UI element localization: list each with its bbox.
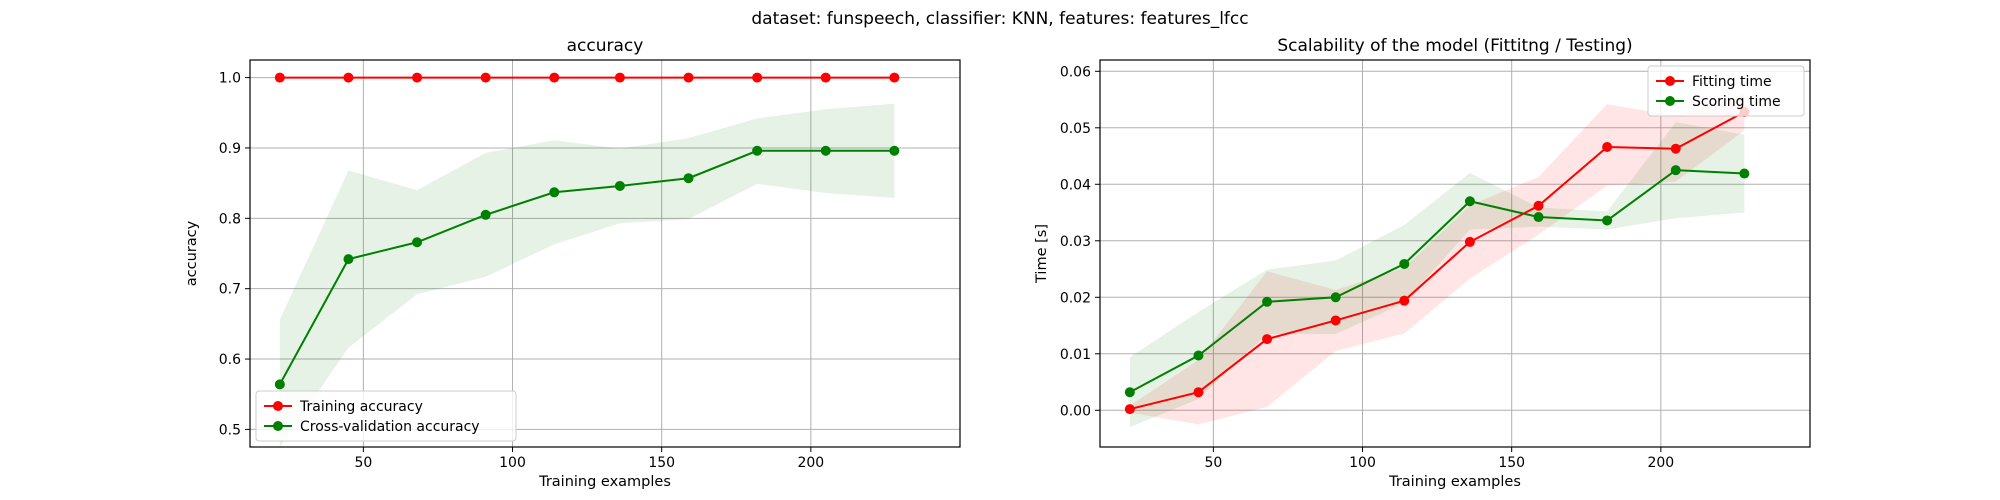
y-tick-label: 0.06 [1060,64,1091,80]
data-point-training-accuracy [480,72,491,83]
y-tick-label: 1.0 [219,71,241,87]
data-point-cross-validation-accuracy [549,187,560,198]
data-point-cross-validation-accuracy [480,209,491,220]
y-tick-label: 0.8 [219,211,241,227]
x-tick-label: 200 [797,455,824,471]
x-tick-label: 150 [648,455,675,471]
data-point-cross-validation-accuracy [343,254,354,265]
legend-label-cross-validation-accuracy: Cross-validation accuracy [300,419,480,435]
band-scoring-time [1129,122,1745,428]
y-axis-label: accuracy [184,220,200,286]
data-point-cross-validation-accuracy [412,237,423,248]
data-point-scoring-time [1330,292,1341,303]
legend-label-scoring-time: Scoring time [1692,94,1781,110]
band-fitting-time [1129,93,1745,425]
data-point-scoring-time [1533,212,1544,223]
legend-marker-cross-validation-accuracy [273,421,283,431]
data-point-training-accuracy [412,72,423,83]
data-point-scoring-time [1670,165,1681,176]
chart-title: Scalability of the model (Fittitng / Tes… [1277,36,1632,56]
y-tick-label: 0.05 [1060,121,1091,137]
x-tick-label: 100 [1349,455,1376,471]
data-point-scoring-time [1124,387,1135,398]
data-point-training-accuracy [683,72,694,83]
data-point-training-accuracy [343,72,354,83]
data-point-cross-validation-accuracy [889,145,900,156]
y-tick-label: 0.02 [1060,290,1091,306]
data-point-fitting-time [1399,295,1410,306]
data-point-fitting-time [1124,404,1135,415]
plot-area [1124,93,1750,428]
y-axis-label: Time [s] [1034,224,1050,284]
data-point-cross-validation-accuracy [683,173,694,184]
data-point-scoring-time [1602,215,1613,226]
data-point-fitting-time [1330,315,1341,326]
data-point-cross-validation-accuracy [752,145,763,156]
data-point-fitting-time [1464,236,1475,247]
y-tick-label: 0.04 [1060,177,1091,193]
data-point-fitting-time [1262,334,1273,345]
legend-frame [1647,65,1805,117]
data-point-fitting-time [1670,143,1681,154]
y-tick-label: 0.9 [219,141,241,157]
data-point-training-accuracy [549,72,560,83]
y-tick-label: 0.7 [219,282,241,298]
data-point-fitting-time [1193,387,1204,398]
series-line-fitting-time [1129,111,1745,411]
data-point-training-accuracy [614,72,625,83]
figure-suptitle: dataset: funspeech, classifier: KNN, fea… [751,9,1248,29]
data-point-training-accuracy [752,72,763,83]
x-tick-label: 150 [1498,455,1525,471]
data-point-training-accuracy [889,72,900,83]
data-point-cross-validation-accuracy [274,379,285,390]
y-tick-label: 0.00 [1060,403,1091,419]
data-point-fitting-time [1533,200,1544,211]
series-line-cross-validation-accuracy [278,149,895,385]
series-line-scoring-time [1129,169,1745,394]
legend: Fitting time Scoring time [1647,65,1805,117]
legend-frame [255,390,517,442]
data-point-scoring-time [1193,350,1204,361]
x-axis-label: Training examples [538,474,671,490]
axes-frame [1099,59,1811,448]
data-point-scoring-time [1464,196,1475,207]
data-point-training-accuracy [274,72,285,83]
x-tick-label: 100 [499,455,526,471]
legend-marker-scoring-time [1665,96,1675,106]
data-point-scoring-time [1399,258,1410,269]
plots: 50 100 150 200 0.5 0.6 0.7 0.8 0.9 1.0 accuracy Tra… [184,36,1811,490]
data-point-scoring-time [1262,296,1273,307]
x-axis-label: Training examples [1388,474,1521,490]
y-tick-label: 0.5 [219,422,241,438]
x-tick-label: 200 [1647,455,1674,471]
plot-area [274,72,900,447]
legend-label-fitting-time: Fitting time [1692,74,1772,90]
legend-label-training-accuracy: Training accuracy [299,399,423,415]
legend-marker-training-accuracy [273,401,283,411]
data-point-training-accuracy [820,72,831,83]
data-point-cross-validation-accuracy [820,145,831,156]
x-tick-label: 50 [354,455,372,471]
x-tick-label: 50 [1204,455,1222,471]
chart-2: 50 100 150 200 0.00 0.01 0.02 0.03 0.04 0.05 0.06 S… [1034,36,1811,490]
legend: Training accuracy Cross-validation accura… [255,390,517,442]
data-point-scoring-time [1739,168,1750,179]
y-tick-label: 0.03 [1060,234,1091,250]
data-point-fitting-time [1602,142,1613,153]
data-point-cross-validation-accuracy [614,180,625,191]
y-tick-label: 0.6 [219,352,241,368]
chart-title: accuracy [567,36,644,56]
axes-frame [249,59,961,448]
band-cross-validation-accuracy [279,103,895,447]
legend-marker-fitting-time [1665,76,1675,86]
chart-1: 50 100 150 200 0.5 0.6 0.7 0.8 0.9 1.0 accuracy Tra… [184,36,961,490]
y-tick-label: 0.01 [1060,347,1091,363]
